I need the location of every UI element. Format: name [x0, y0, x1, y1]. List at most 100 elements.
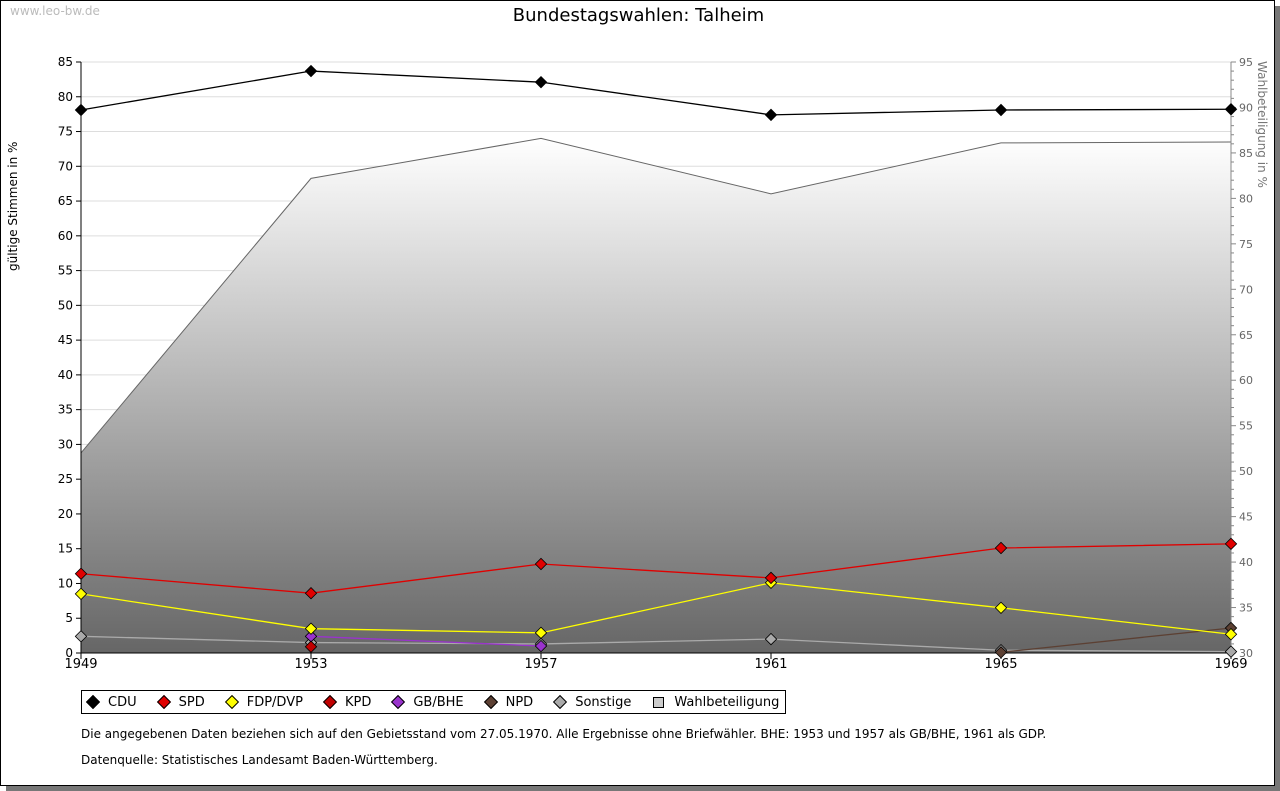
legend-item: FDP/DVP [224, 694, 303, 710]
legend-marker-icon [85, 694, 101, 710]
chart-plot: 0 5 10 15 20 25 30 35 40 45 50 55 60 65 70 75 80 85 30 35 40… [58, 55, 1253, 672]
data-point [1224, 628, 1238, 641]
y-tick-label: 0 [65, 646, 73, 660]
legend-label: Wahlbeteiligung [674, 694, 780, 710]
wahlbeteiligung-line [80, 137, 1232, 454]
y-tick-label: 65 [58, 194, 73, 208]
y-tick-label: 35 [58, 403, 73, 417]
y2-tick-label: 45 [1239, 511, 1253, 524]
y-tick-label: 10 [58, 576, 73, 590]
data-point [304, 64, 318, 78]
legend-item: NPD [483, 694, 534, 710]
y-tick-label: 60 [58, 229, 73, 243]
legend-item: KPD [322, 694, 372, 710]
series-line-spd [80, 543, 1232, 594]
legend-marker-icon [391, 694, 406, 710]
legend-label: Sonstige [575, 694, 632, 710]
legend-label: FDP/DVP [246, 694, 303, 710]
data-point [304, 586, 318, 600]
data-point [304, 640, 318, 653]
y2-tick-label: 40 [1239, 556, 1253, 569]
y2-tick-label: 50 [1239, 465, 1253, 478]
data-point [1224, 645, 1238, 658]
y-tick-label: 15 [58, 542, 73, 556]
data-point [764, 108, 778, 122]
data-point [764, 571, 778, 585]
legend-item: Sonstige [553, 694, 632, 710]
y-tick-label: 5 [65, 611, 73, 625]
data-point [74, 587, 88, 601]
y2-tick-label: 55 [1239, 420, 1253, 433]
data-point [304, 622, 318, 635]
legend-item: Wahlbeteiligung [653, 695, 779, 710]
data-point [74, 567, 88, 580]
series-line-sonstige [80, 635, 1232, 653]
y2-tick-label: 60 [1239, 374, 1253, 387]
legend-item: SPD [156, 694, 205, 710]
chart-title: Bundestagswahlen: Talheim [512, 5, 765, 26]
y-tick-label: 30 [58, 437, 73, 451]
data-point [534, 626, 548, 640]
series-line-fdpdvp [80, 582, 1232, 635]
y2-tick-label: 70 [1239, 283, 1253, 296]
y2-tick-label: 90 [1239, 101, 1253, 114]
legend-label: GB/BHE [413, 694, 464, 710]
y2-tick-label: 65 [1239, 329, 1253, 342]
data-point [1224, 103, 1238, 116]
legend-label: CDU [108, 694, 137, 710]
x-tick-label: 1965 [984, 657, 1017, 672]
x-tick-label: 1949 [64, 657, 97, 672]
y2-tick-label: 80 [1239, 192, 1253, 205]
legend-label: SPD [178, 694, 205, 710]
y2-tick-label: 95 [1239, 56, 1253, 69]
y2-tick-label: 35 [1239, 602, 1253, 615]
y-tick-label: 25 [58, 472, 73, 486]
x-tick-label: 1961 [754, 657, 787, 672]
data-point [74, 103, 88, 117]
legend: CDU SPD FDP/DVP KPD GB/BHE NPD Sonstige Wahlbet… [81, 690, 787, 714]
y-tick-label: 40 [58, 368, 73, 382]
data-point [534, 557, 548, 571]
watermark: www.leo-bw.de [10, 4, 100, 18]
wahlbeteiligung-area [81, 138, 1231, 654]
y2-tick-label: 85 [1239, 147, 1253, 160]
legend-marker-icon [224, 694, 239, 710]
series-line-cdu [80, 70, 1232, 116]
data-point [764, 632, 778, 646]
legend-marker-icon [156, 694, 171, 710]
data-point [1224, 621, 1238, 635]
legend-item: CDU [85, 694, 137, 710]
x-tick-label: 1957 [524, 657, 557, 672]
legend-item: GB/BHE [391, 694, 464, 710]
y-tick-label: 75 [58, 125, 73, 139]
y-tick-label: 70 [58, 159, 73, 173]
y-tick-label: 20 [58, 507, 73, 521]
note-gebietsstand: Die angegebenen Daten beziehen sich auf … [81, 727, 1047, 741]
data-point [994, 601, 1008, 615]
data-point [994, 646, 1008, 659]
legend-marker-icon [322, 694, 338, 710]
y2-tick-label: 30 [1239, 647, 1253, 660]
note-datenquelle: Datenquelle: Statistisches Landesamt Bad… [81, 753, 438, 767]
y-tick-label: 80 [58, 90, 73, 104]
y-tick-label: 45 [58, 333, 73, 347]
data-point [994, 103, 1008, 117]
x-tick-label: 1969 [1214, 657, 1247, 672]
x-tick-label: 1953 [294, 657, 327, 672]
data-point [534, 639, 548, 653]
series-line-npd [1000, 627, 1232, 653]
legend-marker-icon [483, 694, 498, 710]
y-tick-label: 50 [58, 298, 73, 312]
legend-label: NPD [505, 694, 534, 710]
y-tick-label: 55 [58, 264, 73, 278]
series-line-gbbhe [310, 635, 542, 647]
data-point [994, 541, 1008, 555]
legend-area-icon [653, 696, 665, 708]
data-point [1224, 537, 1238, 551]
y2-tick-label: 75 [1239, 238, 1253, 251]
data-point [304, 630, 318, 643]
legend-label: KPD [344, 694, 372, 710]
y-tick-label: 85 [58, 55, 73, 69]
data-point [74, 630, 88, 643]
